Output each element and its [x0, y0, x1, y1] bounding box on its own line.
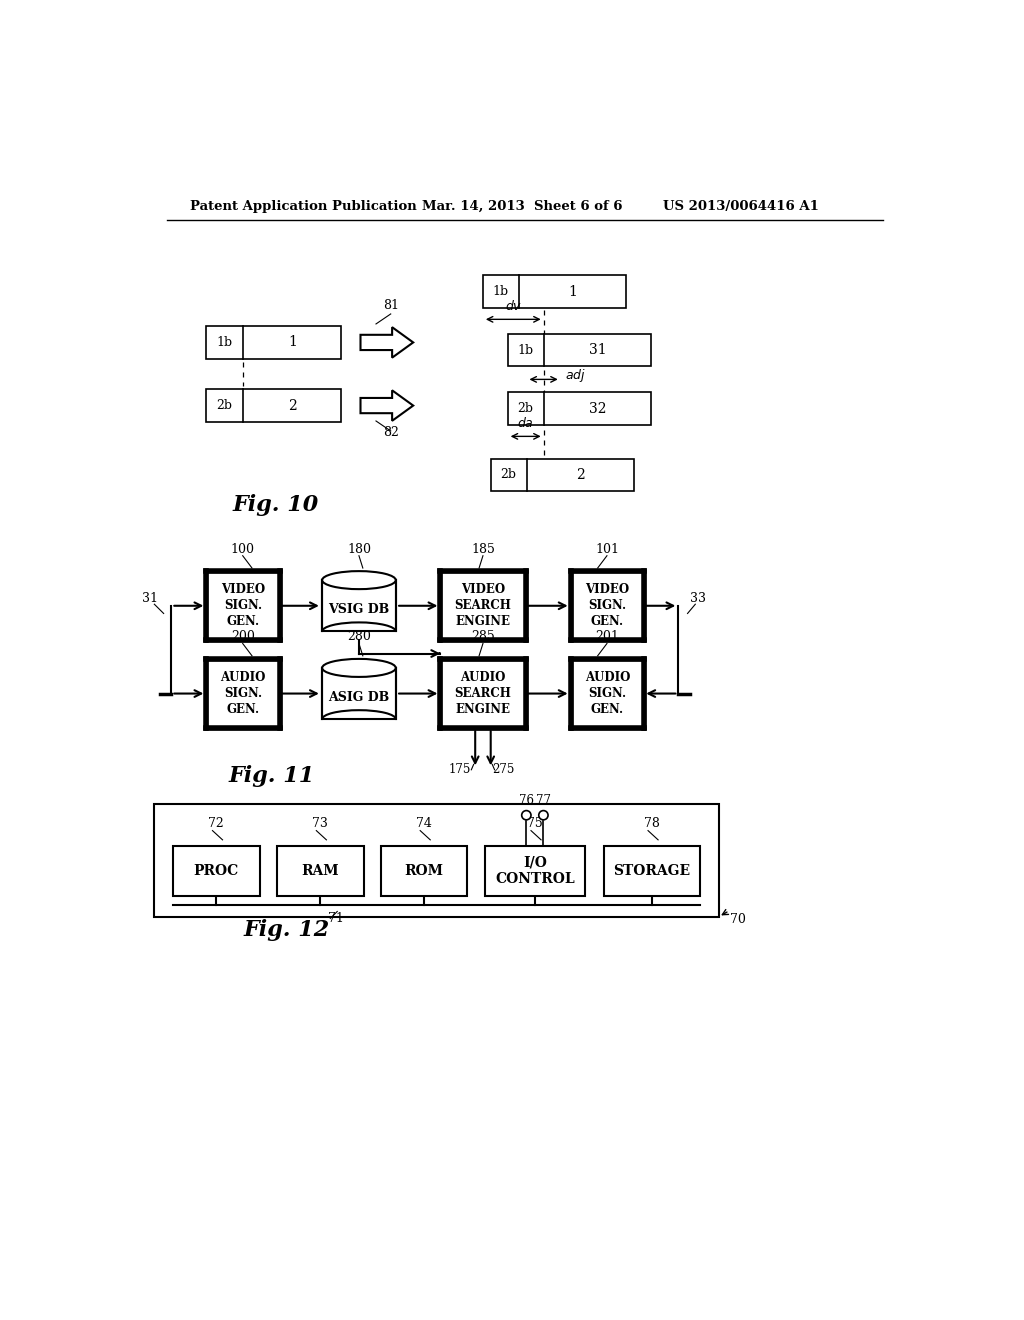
- Bar: [604, 846, 700, 896]
- Text: 1b: 1b: [493, 285, 509, 298]
- Polygon shape: [360, 327, 414, 358]
- Text: 33: 33: [689, 591, 706, 605]
- Text: 2b: 2b: [216, 399, 232, 412]
- Text: AUDIO
SIGN.
GEN.: AUDIO SIGN. GEN.: [585, 671, 630, 715]
- Bar: [276, 846, 364, 896]
- Ellipse shape: [323, 659, 395, 677]
- Text: $da$: $da$: [517, 416, 535, 430]
- Bar: [440, 572, 525, 640]
- Text: 275: 275: [493, 763, 515, 776]
- Bar: [206, 572, 280, 640]
- Bar: [570, 572, 644, 640]
- Text: Mar. 14, 2013  Sheet 6 of 6: Mar. 14, 2013 Sheet 6 of 6: [423, 199, 623, 213]
- Text: 31: 31: [141, 591, 158, 605]
- Bar: [381, 846, 467, 896]
- Text: 1: 1: [288, 335, 297, 350]
- Text: $adj$: $adj$: [565, 367, 587, 384]
- Text: Patent Application Publication: Patent Application Publication: [190, 199, 417, 213]
- Bar: [173, 846, 260, 896]
- Text: 2: 2: [575, 467, 585, 482]
- Circle shape: [521, 810, 531, 820]
- Text: STORAGE: STORAGE: [613, 865, 690, 878]
- Bar: [323, 668, 395, 719]
- Text: 82: 82: [383, 425, 398, 438]
- Text: 175: 175: [449, 763, 471, 776]
- Text: 31: 31: [589, 343, 606, 358]
- Bar: [206, 326, 341, 359]
- Text: VIDEO
SIGN.
GEN.: VIDEO SIGN. GEN.: [586, 583, 630, 628]
- Text: 76: 76: [519, 795, 534, 808]
- Text: 280: 280: [347, 631, 371, 643]
- Text: AUDIO
SIGN.
GEN.: AUDIO SIGN. GEN.: [220, 671, 266, 715]
- Text: 2b: 2b: [518, 403, 534, 416]
- Text: 71: 71: [328, 912, 344, 925]
- Text: PROC: PROC: [194, 865, 239, 878]
- Text: 1b: 1b: [517, 343, 534, 356]
- Text: VIDEO
SEARCH
ENGINE: VIDEO SEARCH ENGINE: [455, 583, 511, 628]
- Bar: [484, 846, 586, 896]
- Text: 201: 201: [595, 631, 618, 643]
- Text: 1: 1: [568, 285, 577, 298]
- Bar: [206, 389, 341, 422]
- Text: 77: 77: [536, 795, 551, 808]
- Text: 2: 2: [288, 399, 297, 413]
- Bar: [490, 459, 634, 491]
- Text: Fig. 12: Fig. 12: [244, 919, 330, 941]
- Text: 74: 74: [416, 817, 432, 830]
- Text: AUDIO
SEARCH
ENGINE: AUDIO SEARCH ENGINE: [455, 671, 511, 715]
- Text: ASIG DB: ASIG DB: [329, 690, 389, 704]
- Text: I/O
CONTROL: I/O CONTROL: [495, 855, 574, 886]
- Text: 32: 32: [589, 401, 606, 416]
- Circle shape: [539, 810, 548, 820]
- Text: 285: 285: [471, 631, 495, 643]
- Text: 70: 70: [730, 913, 746, 927]
- Bar: [508, 392, 651, 425]
- Ellipse shape: [323, 572, 395, 589]
- Bar: [508, 334, 651, 367]
- Text: Fig. 10: Fig. 10: [232, 494, 318, 516]
- Text: 185: 185: [471, 543, 495, 556]
- Text: 73: 73: [312, 817, 328, 830]
- Bar: [570, 659, 644, 729]
- Text: 72: 72: [209, 817, 224, 830]
- Bar: [206, 659, 280, 729]
- Polygon shape: [360, 391, 414, 421]
- Bar: [155, 804, 719, 917]
- Text: 1b: 1b: [216, 335, 232, 348]
- Text: 78: 78: [644, 817, 659, 830]
- Text: RAM: RAM: [301, 865, 339, 878]
- Text: 81: 81: [383, 300, 398, 313]
- Bar: [440, 659, 525, 729]
- Text: $dv$: $dv$: [505, 300, 522, 313]
- Text: 2b: 2b: [501, 469, 517, 482]
- Text: 75: 75: [527, 817, 543, 830]
- Text: Fig. 11: Fig. 11: [228, 766, 314, 787]
- Text: 180: 180: [347, 543, 371, 556]
- Text: VIDEO
SIGN.
GEN.: VIDEO SIGN. GEN.: [221, 583, 265, 628]
- Text: ROM: ROM: [404, 865, 443, 878]
- Text: 100: 100: [230, 543, 255, 556]
- Text: 101: 101: [595, 543, 618, 556]
- Text: 200: 200: [230, 631, 255, 643]
- Text: US 2013/0064416 A1: US 2013/0064416 A1: [663, 199, 818, 213]
- Bar: [323, 579, 395, 631]
- Bar: [483, 276, 627, 308]
- Text: VSIG DB: VSIG DB: [329, 603, 389, 615]
